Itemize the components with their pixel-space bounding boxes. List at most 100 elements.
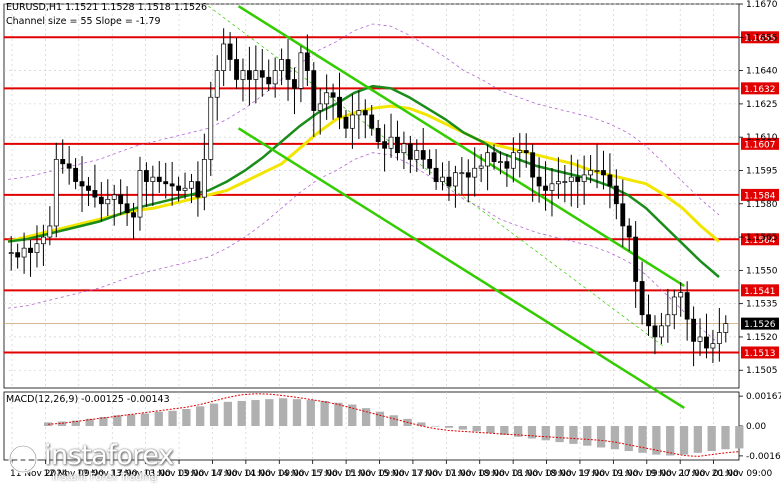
candle-body (311, 70, 317, 111)
candle-body (465, 172, 471, 178)
macd-bar (527, 426, 537, 439)
candle-body (356, 110, 362, 116)
macd-bar (334, 402, 343, 426)
candle-body (234, 59, 239, 80)
macd-bar (196, 406, 205, 426)
y-tick-label: 1.1595 (746, 166, 778, 176)
x-tick-label: 19 Nov 09:00 (611, 469, 672, 479)
logo-wordmark: instaforex (44, 440, 174, 471)
macd-bar (472, 426, 481, 432)
x-tick-label: 19 Nov 01:00 (578, 469, 639, 479)
y-tick-label: 1.1580 (746, 200, 778, 210)
candle-body (671, 296, 677, 316)
candle-body (517, 150, 523, 154)
macd-bar (348, 404, 357, 426)
candle-body (594, 170, 600, 172)
candle-body (28, 247, 33, 253)
candle-body (626, 225, 632, 238)
macd-bar (707, 426, 716, 452)
candle-body (575, 176, 581, 182)
candle-body (337, 96, 342, 118)
macd-signal-line (48, 393, 740, 457)
candle-body (8, 252, 14, 254)
candle-body (555, 181, 561, 185)
channel-info: Channel size = 55 Slope = -1.79 (6, 16, 161, 27)
macd-bar (71, 420, 80, 426)
candle-body (111, 194, 117, 200)
candle-body (304, 52, 310, 71)
symbol-info: EURUSD,H1 1.1521 1.1528 1.1518 1.1526 (6, 2, 208, 13)
candle-body (440, 176, 445, 182)
channel-upper (237, 5, 685, 287)
candle-body (504, 161, 510, 169)
candle-body (317, 103, 323, 111)
candle-body (568, 176, 574, 182)
macd-bar (237, 400, 246, 426)
candle-body (214, 70, 220, 98)
candle-body (691, 318, 697, 342)
macd-bar (154, 411, 163, 426)
macd-bar (168, 410, 177, 426)
macd-tick-label: 0.00167 (746, 392, 781, 402)
candle-body (259, 70, 265, 78)
candle-body (330, 92, 336, 98)
candle-body (369, 114, 375, 129)
candle-body (446, 176, 452, 187)
x-tick-label: 12 Nov 17:00 (77, 469, 138, 479)
candle-body (452, 172, 458, 187)
macd-tick-label: -0.00167 (746, 452, 781, 462)
level-label: 1.1564 (744, 236, 776, 246)
candle-body (684, 292, 690, 320)
candle-body (646, 314, 651, 327)
candle-body (588, 170, 594, 176)
macd-bar (555, 426, 564, 443)
candle-body (562, 181, 568, 183)
macd-bar (265, 399, 274, 426)
macd-bar (57, 421, 67, 426)
macd-bar (721, 426, 730, 450)
candle-body (279, 59, 285, 71)
macd-bar (182, 409, 191, 426)
macd-bar (624, 426, 633, 452)
level-label-bg (741, 188, 779, 201)
candle-body (298, 52, 304, 89)
envelope-lower (7, 152, 720, 344)
x-tick-label: 15 Nov 17:00 (378, 469, 439, 479)
macd-bar (99, 417, 108, 426)
candle-body (163, 181, 169, 185)
candle-body (60, 159, 66, 165)
candle-body (420, 150, 426, 160)
candle-body (105, 198, 111, 205)
macd-bar (140, 413, 150, 426)
x-tick-label: 17 Nov 01:00 (411, 469, 472, 479)
x-tick-label: 13 Nov 17:00 (177, 469, 238, 479)
macd-bar (417, 422, 426, 426)
macd-bar (292, 399, 302, 426)
x-tick-label: 12 Nov 09:00 (43, 469, 104, 479)
candle-body (433, 167, 439, 182)
macd-bar (113, 415, 122, 426)
x-tick-label: 20 Nov 01:00 (678, 469, 739, 479)
candle-body (266, 76, 272, 85)
candle-body (607, 174, 613, 187)
candle-body (639, 281, 645, 316)
macd-bar (541, 426, 550, 441)
candle-body (176, 185, 182, 191)
candle-body (124, 203, 130, 213)
macd-bar (361, 408, 371, 426)
x-tick-label: 15 Nov 09:00 (344, 469, 405, 479)
candle-body (343, 116, 349, 129)
macd-bar (569, 426, 578, 444)
macd-bar (444, 426, 454, 428)
candle-body (652, 325, 658, 338)
candle-body (530, 152, 536, 178)
macd-bar (126, 414, 136, 426)
candle-body (285, 59, 291, 80)
candle-body (704, 336, 709, 349)
candle-body (73, 167, 79, 182)
candle-body (491, 152, 497, 162)
current-price-bg (741, 317, 779, 330)
macd-bar (458, 426, 467, 430)
y-tick-label: 1.1670 (746, 0, 778, 10)
